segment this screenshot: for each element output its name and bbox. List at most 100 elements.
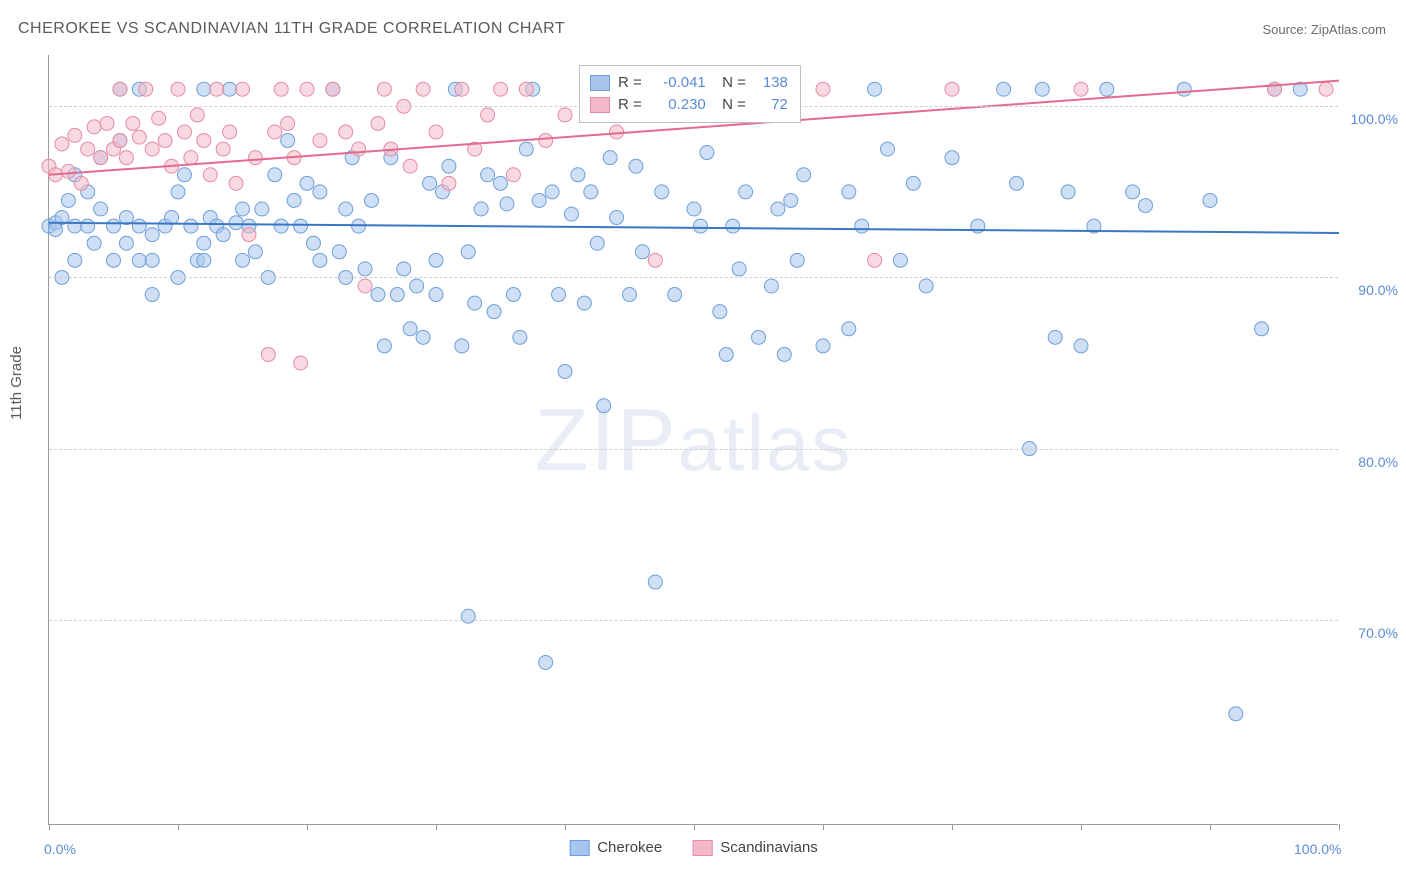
scatter-point [1061, 185, 1075, 199]
x-tick [307, 824, 308, 830]
grid-line [49, 620, 1338, 621]
scatter-point [68, 219, 82, 233]
n-label: N = [714, 72, 746, 94]
scatter-point [171, 82, 185, 96]
scatter-point [281, 116, 295, 130]
scatter-point [197, 236, 211, 250]
scatter-point [74, 176, 88, 190]
scatter-point [171, 185, 185, 199]
series-label: Cherokee [597, 837, 662, 859]
scatter-point [429, 253, 443, 267]
scatter-point [68, 253, 82, 267]
scatter-point [107, 219, 121, 233]
scatter-point [236, 253, 250, 267]
scatter-point [945, 151, 959, 165]
scatter-point [1100, 82, 1114, 96]
scatter-point [223, 125, 237, 139]
chart-container: CHEROKEE VS SCANDINAVIAN 11TH GRADE CORR… [0, 0, 1406, 892]
scatter-point [461, 245, 475, 259]
scatter-point [513, 330, 527, 344]
x-axis-label: 0.0% [44, 841, 76, 857]
scatter-point [1139, 199, 1153, 213]
scatter-point [216, 228, 230, 242]
scatter-point [410, 279, 424, 293]
scatter-point [1177, 82, 1191, 96]
x-tick [565, 824, 566, 830]
scatter-point [816, 339, 830, 353]
scatter-point [145, 288, 159, 302]
scatter-point [1074, 82, 1088, 96]
chart-svg [49, 55, 1338, 824]
scatter-point [919, 279, 933, 293]
scatter-point [519, 142, 533, 156]
scatter-point [906, 176, 920, 190]
scatter-point [868, 253, 882, 267]
scatter-point [365, 193, 379, 207]
x-tick [952, 824, 953, 830]
scatter-point [339, 202, 353, 216]
scatter-point [726, 219, 740, 233]
scatter-point [261, 347, 275, 361]
scatter-point [152, 111, 166, 125]
scatter-point [300, 82, 314, 96]
scatter-point [584, 185, 598, 199]
scatter-point [294, 219, 308, 233]
r-label: R = [618, 72, 642, 94]
scatter-point [87, 236, 101, 250]
scatter-point [506, 168, 520, 182]
grid-line [49, 277, 1338, 278]
x-tick [823, 824, 824, 830]
scatter-point [1203, 193, 1217, 207]
scatter-point [1048, 330, 1062, 344]
scatter-point [274, 82, 288, 96]
legend-swatch [590, 75, 610, 91]
scatter-point [377, 82, 391, 96]
scatter-point [455, 339, 469, 353]
scatter-point [203, 168, 217, 182]
x-axis-label: 100.0% [1294, 841, 1341, 857]
scatter-point [55, 137, 69, 151]
scatter-point [842, 185, 856, 199]
scatter-point [190, 108, 204, 122]
scatter-point [113, 82, 127, 96]
scatter-point [210, 82, 224, 96]
scatter-point [719, 347, 733, 361]
scatter-point [597, 399, 611, 413]
scatter-point [494, 82, 508, 96]
x-tick [178, 824, 179, 830]
scatter-point [94, 151, 108, 165]
legend-swatch [692, 840, 712, 856]
series-legend: CherokeeScandinavians [569, 837, 818, 859]
scatter-point [255, 202, 269, 216]
legend-swatch [590, 97, 610, 113]
scatter-point [571, 168, 585, 182]
scatter-point [945, 82, 959, 96]
scatter-point [577, 296, 591, 310]
scatter-point [487, 305, 501, 319]
scatter-point [416, 330, 430, 344]
scatter-point [332, 245, 346, 259]
scatter-point [145, 253, 159, 267]
scatter-point [481, 168, 495, 182]
scatter-point [1035, 82, 1049, 96]
scatter-point [313, 185, 327, 199]
scatter-point [313, 253, 327, 267]
scatter-point [590, 236, 604, 250]
scatter-point [81, 142, 95, 156]
scatter-point [764, 279, 778, 293]
scatter-point [281, 134, 295, 148]
scatter-point [197, 82, 211, 96]
scatter-point [126, 116, 140, 130]
scatter-point [629, 159, 643, 173]
n-value: 138 [754, 72, 788, 94]
scatter-point [132, 219, 146, 233]
scatter-point [1126, 185, 1140, 199]
x-tick [1081, 824, 1082, 830]
scatter-point [564, 207, 578, 221]
scatter-point [1229, 707, 1243, 721]
scatter-point [300, 176, 314, 190]
scatter-point [390, 288, 404, 302]
scatter-point [268, 125, 282, 139]
scatter-point [545, 185, 559, 199]
scatter-point [790, 253, 804, 267]
